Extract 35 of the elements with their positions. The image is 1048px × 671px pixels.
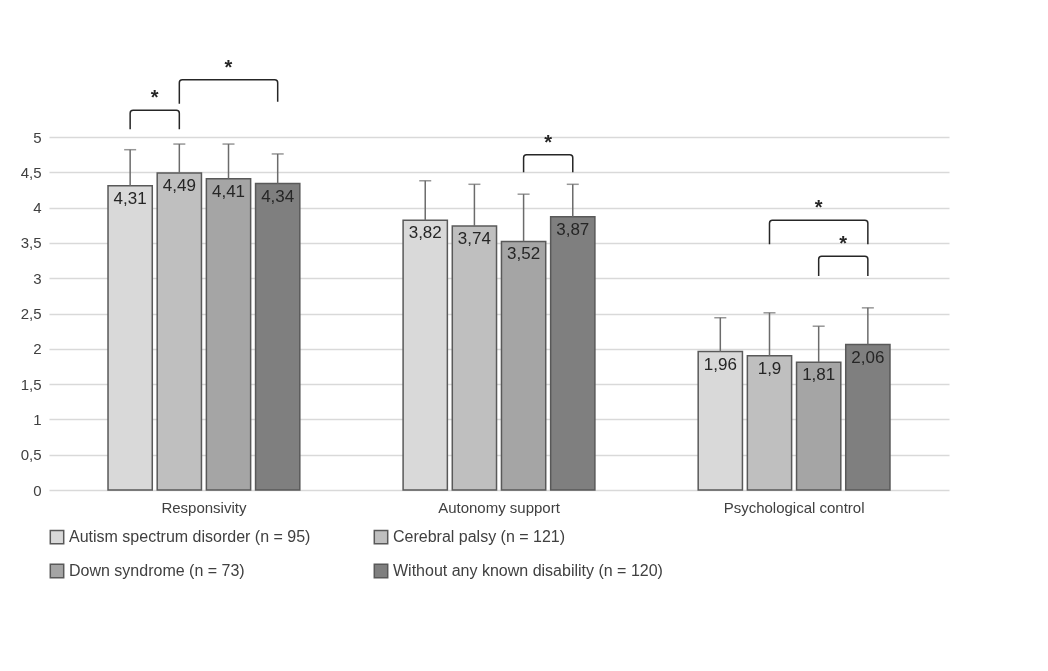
y-tick-label: 2 [33, 340, 42, 358]
y-tick-label: 5 [33, 128, 42, 146]
legend-label: Down syndrome (n = 73) [69, 562, 245, 579]
data-label: 4,49 [162, 176, 196, 196]
data-label: 1,81 [802, 365, 836, 385]
data-label: 3,82 [408, 223, 442, 243]
legend-label: Autism spectrum disorder (n = 95) [69, 528, 311, 546]
data-label: 1,9 [757, 358, 782, 378]
y-tick-label: 4 [33, 199, 42, 217]
text: * [150, 86, 159, 109]
y-tick-label: 0,5 [20, 446, 42, 464]
annotation: * [544, 130, 553, 153]
x-tick-label: Responsivity [161, 498, 247, 516]
y-tick-label: 4,5 [20, 163, 42, 181]
legend-label: Without any known disability (n = 120) [393, 562, 663, 579]
data-label: 2,06 [851, 347, 885, 367]
data-label: 3,87 [556, 219, 590, 239]
x-tick-label: Psychological control [723, 498, 865, 516]
y-tick-label: 0 [33, 481, 42, 499]
y-tick-label: 3,5 [20, 234, 42, 252]
x-tick-label: Autonomy support [438, 498, 561, 516]
text: * [224, 55, 233, 78]
y-tick-label: 1 [33, 410, 42, 428]
data-label: 3,74 [457, 228, 491, 248]
data-label: 1,96 [703, 354, 737, 374]
annotation: * [814, 196, 823, 219]
data-label: 3,52 [507, 244, 541, 264]
data-label: 4,34 [261, 186, 295, 206]
y-tick-label: 2,5 [20, 305, 42, 322]
legend-label: Cerebral palsy (n = 121) [393, 528, 566, 546]
annotation: * [839, 232, 848, 255]
data-label: 4,41 [211, 181, 246, 201]
y-tick-label: 1,5 [20, 375, 42, 393]
data-label: 4,31 [113, 188, 147, 208]
y-tick-label: 3 [33, 269, 42, 287]
